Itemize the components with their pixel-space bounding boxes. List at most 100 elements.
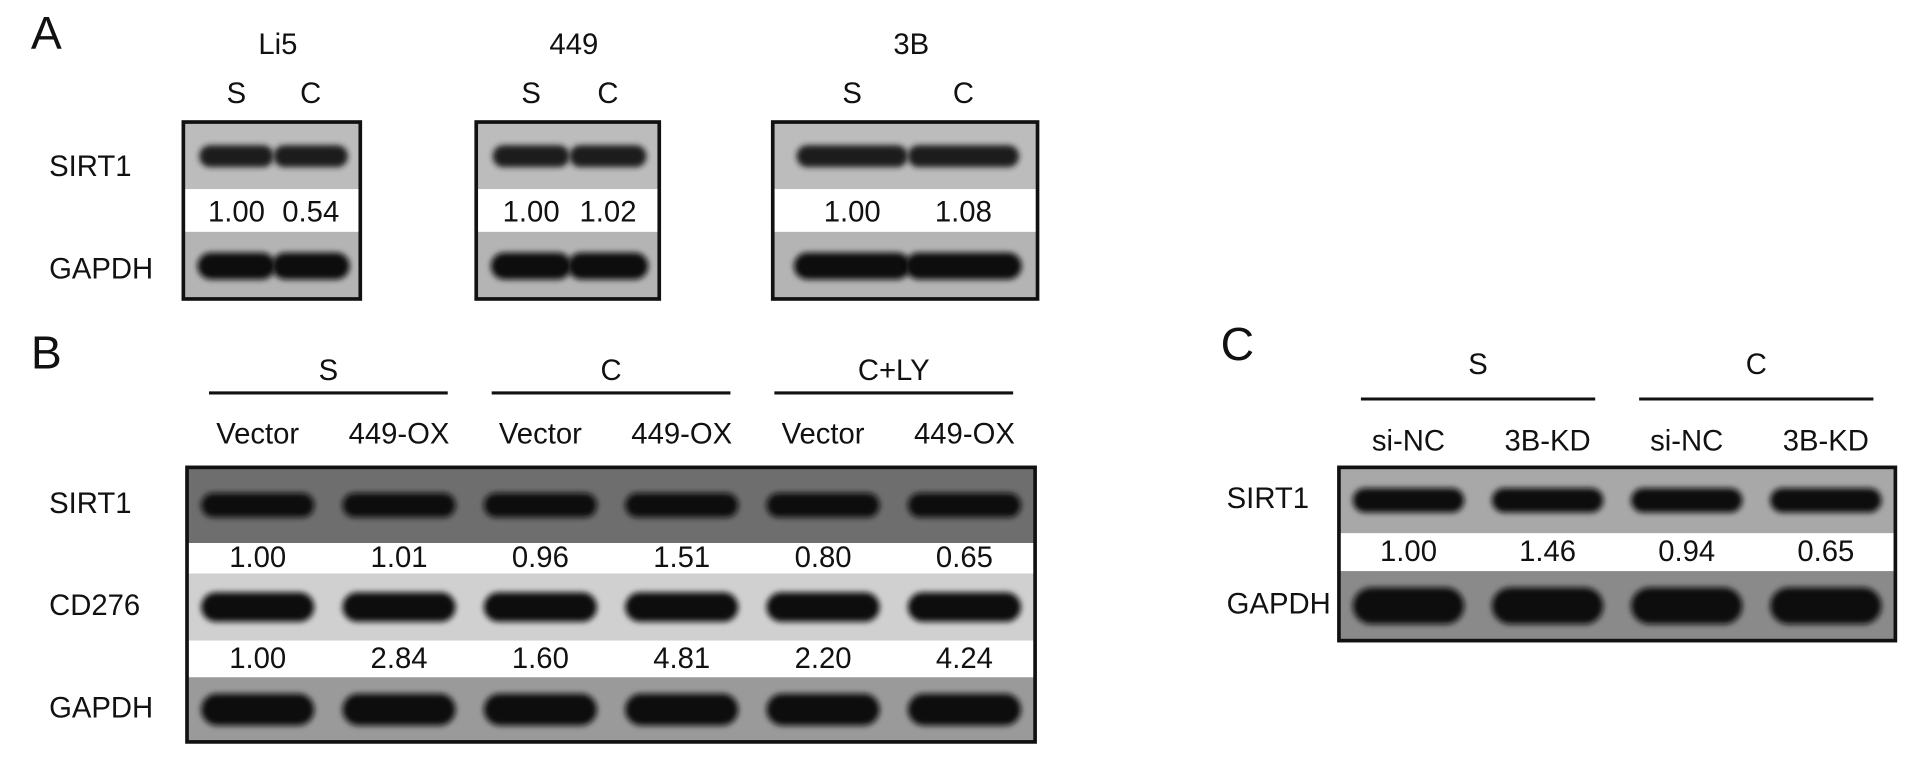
blot-strip	[187, 677, 1036, 742]
quant-value: 1.00	[229, 541, 286, 574]
band	[199, 145, 274, 168]
quant-value: 0.94	[1658, 535, 1715, 568]
quant-value: 0.65	[1797, 535, 1854, 568]
blot-strip	[187, 543, 1036, 574]
quant-value: 0.96	[512, 541, 569, 574]
band	[766, 693, 880, 726]
row-label: GAPDH	[49, 691, 153, 724]
blot-frame	[770, 120, 1040, 301]
band	[1631, 587, 1743, 625]
lane-label: 449-OX	[914, 417, 1015, 450]
blot-strip	[772, 189, 1038, 232]
band	[483, 492, 597, 518]
band	[197, 252, 276, 280]
band	[907, 492, 1021, 518]
quant-value: 4.24	[936, 642, 993, 675]
group-label: S	[319, 354, 339, 387]
band	[342, 693, 456, 726]
row-label: GAPDH	[1227, 588, 1331, 621]
blot-strip	[187, 640, 1036, 678]
blot-frame	[1337, 465, 1898, 643]
band	[793, 252, 911, 280]
band	[483, 693, 597, 726]
blot-strip	[183, 189, 361, 232]
band	[907, 693, 1021, 726]
blot-frame	[181, 120, 363, 301]
quant-value: 1.00	[208, 195, 265, 228]
band	[342, 492, 456, 518]
quant-value: 0.80	[795, 541, 852, 574]
lane-label: Vector	[782, 417, 865, 450]
cell-line: 3B	[893, 28, 929, 61]
lane-label: C	[597, 77, 618, 110]
lane-label: S	[521, 77, 541, 110]
quant-value: 0.54	[282, 195, 339, 228]
band	[625, 693, 739, 726]
blot-strip	[187, 573, 1036, 641]
quant-value: 1.08	[935, 195, 992, 228]
band	[490, 252, 572, 280]
quant-value: 0.65	[936, 541, 993, 574]
band	[492, 145, 570, 168]
cell-line: 449	[549, 28, 598, 61]
group-label: C+LY	[858, 354, 930, 387]
cell-line: Li5	[258, 28, 297, 61]
group-label: C	[600, 354, 621, 387]
band	[569, 145, 647, 168]
band	[625, 492, 739, 518]
lane-label: Vector	[216, 417, 299, 450]
lane-label: C	[300, 77, 321, 110]
panel-label: C	[1221, 318, 1254, 370]
quant-value: 4.81	[653, 642, 710, 675]
group-label: S	[1468, 348, 1488, 381]
band	[201, 693, 315, 726]
band	[796, 145, 908, 168]
lane-label: si-NC	[1372, 425, 1445, 458]
band	[907, 592, 1021, 622]
quant-value: 1.00	[503, 195, 560, 228]
band	[1770, 587, 1882, 625]
band	[483, 592, 597, 622]
band	[1352, 488, 1465, 513]
row-label: SIRT1	[1227, 482, 1309, 515]
blot-frame	[474, 120, 662, 301]
lane-label: 449-OX	[631, 417, 732, 450]
quant-value: 1.00	[229, 642, 286, 675]
lane-label: C	[953, 77, 974, 110]
lane-label: 3B-KD	[1783, 425, 1869, 458]
quant-value: 1.01	[371, 541, 428, 574]
quant-value: 1.46	[1519, 535, 1576, 568]
band	[1770, 488, 1882, 513]
panel-label: B	[31, 327, 62, 379]
band	[905, 252, 1022, 280]
quant-value: 2.20	[795, 642, 852, 675]
band	[1352, 587, 1465, 625]
lane-label: S	[227, 77, 247, 110]
lane-label: 449-OX	[349, 417, 450, 450]
band	[907, 145, 1020, 168]
quant-value: 1.60	[512, 642, 569, 675]
band	[1491, 587, 1604, 625]
quant-value: 1.00	[1380, 535, 1437, 568]
row-label: SIRT1	[49, 150, 131, 183]
band	[1491, 488, 1604, 513]
blot-strip	[476, 189, 660, 232]
lane-label: si-NC	[1650, 425, 1723, 458]
band	[766, 592, 880, 622]
band	[201, 592, 315, 622]
band	[625, 592, 739, 622]
blot-frame	[185, 465, 1037, 744]
quant-value: 1.51	[653, 541, 710, 574]
row-label: GAPDH	[49, 253, 153, 286]
band	[201, 492, 315, 518]
band	[766, 492, 880, 518]
group-label: C	[1746, 348, 1767, 381]
panel-label: A	[31, 7, 62, 59]
quant-value: 1.02	[580, 195, 637, 228]
band	[1631, 488, 1743, 513]
row-label: CD276	[49, 589, 140, 622]
band	[567, 252, 649, 280]
row-label: SIRT1	[49, 487, 131, 520]
